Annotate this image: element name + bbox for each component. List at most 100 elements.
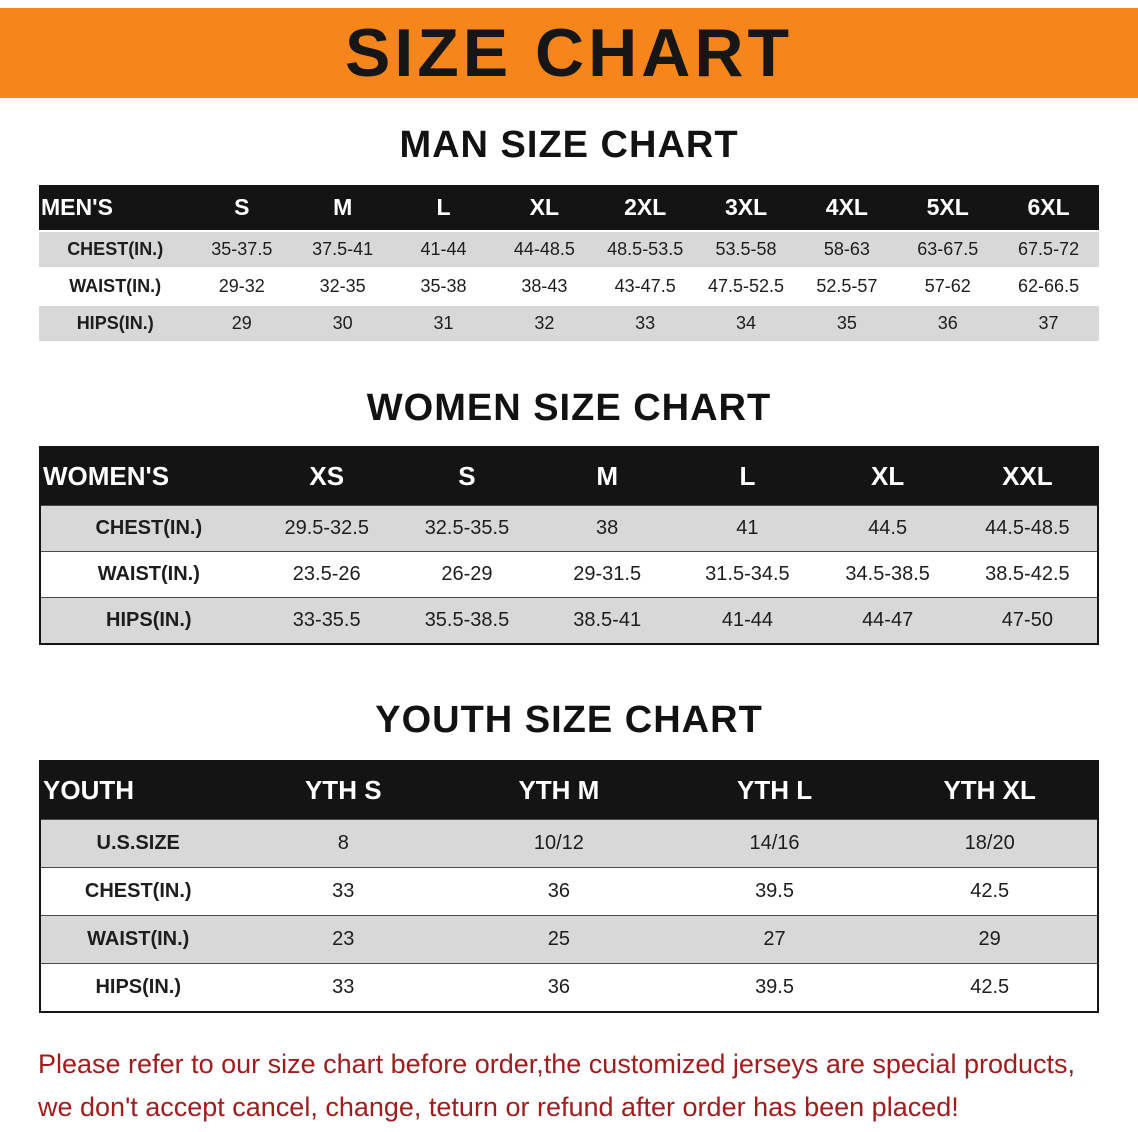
size-cell: 31 [393, 304, 494, 341]
table-row: HIPS(IN.) 29 30 31 32 33 34 35 36 37 [39, 304, 1099, 341]
size-cell: 33 [235, 867, 452, 916]
size-cell: 36 [451, 963, 667, 1012]
size-cell: 41-44 [677, 597, 818, 644]
size-column-header: XXL [957, 447, 1098, 506]
table-header-row: WOMEN'S XS S M L XL XXL [40, 447, 1098, 506]
size-column-header: YTH XL [882, 761, 1098, 820]
table-row: WAIST(IN.) 23 25 27 29 [40, 915, 1098, 964]
size-cell: 37.5-41 [292, 230, 394, 268]
size-cell: 29 [191, 304, 293, 341]
table-corner-label: YOUTH [40, 761, 236, 820]
size-cell: 39.5 [666, 867, 883, 916]
size-cell: 41 [677, 505, 818, 552]
size-cell: 29 [882, 915, 1098, 964]
size-cell: 47.5-52.5 [695, 267, 797, 305]
row-label: WAIST(IN.) [40, 915, 236, 964]
size-cell: 38-43 [493, 267, 595, 305]
table-row: U.S.SIZE 8 10/12 14/16 18/20 [40, 819, 1098, 868]
size-cell: 43-47.5 [594, 267, 696, 305]
row-label: CHEST(IN.) [39, 230, 192, 268]
row-label: HIPS(IN.) [40, 963, 236, 1012]
size-cell: 48.5-53.5 [594, 230, 696, 268]
size-cell: 44-47 [817, 597, 958, 644]
size-cell: 34 [695, 304, 797, 341]
size-column-header: L [393, 185, 494, 231]
size-cell: 27 [666, 915, 883, 964]
table-corner-label: WOMEN'S [40, 447, 257, 506]
size-column-header: XL [493, 185, 595, 231]
size-cell: 14/16 [666, 819, 883, 868]
size-column-header: 4XL [796, 185, 898, 231]
row-label: WAIST(IN.) [40, 551, 257, 598]
size-cell: 34.5-38.5 [817, 551, 958, 598]
size-cell: 44-48.5 [493, 230, 595, 268]
size-cell: 41-44 [393, 230, 494, 268]
table-header-row: MEN'S S M L XL 2XL 3XL 4XL 5XL 6XL [39, 185, 1099, 231]
table-row: WAIST(IN.) 29-32 32-35 35-38 38-43 43-47.5 47.… [39, 267, 1099, 305]
size-column-header: XL [817, 447, 958, 506]
page-title: SIZE CHART [345, 15, 793, 91]
size-cell: 29-31.5 [537, 551, 678, 598]
men-size-section: MAN SIZE CHART MEN'S S M L XL 2XL 3XL 4XL 5XL 6XL… [0, 124, 1138, 341]
size-column-header: YTH S [235, 761, 452, 820]
disclaimer-line-2: we don't accept cancel, change, teturn o… [38, 1092, 959, 1123]
size-cell: 35.5-38.5 [396, 597, 538, 644]
size-cell: 47-50 [957, 597, 1098, 644]
banner: SIZE CHART [0, 8, 1138, 98]
size-column-header: YTH M [451, 761, 667, 820]
size-cell: 52.5-57 [796, 267, 898, 305]
table-row: HIPS(IN.) 33 36 39.5 42.5 [40, 963, 1098, 1012]
size-column-header: 6XL [998, 185, 1099, 231]
size-cell: 36 [451, 867, 667, 916]
size-cell: 42.5 [882, 867, 1098, 916]
size-cell: 42.5 [882, 963, 1098, 1012]
size-cell: 33 [594, 304, 696, 341]
size-cell: 33-35.5 [256, 597, 397, 644]
size-cell: 44.5-48.5 [957, 505, 1098, 552]
size-cell: 39.5 [666, 963, 883, 1012]
size-column-header: M [292, 185, 394, 231]
men-section-title: MAN SIZE CHART [399, 124, 739, 166]
size-cell: 18/20 [882, 819, 1098, 868]
men-size-table: MEN'S S M L XL 2XL 3XL 4XL 5XL 6XL CHEST(IN.) 35-37… [39, 185, 1099, 341]
women-section-title: WOMEN SIZE CHART [366, 387, 772, 429]
disclaimer-line-1: Please refer to our size chart before or… [38, 1049, 1076, 1079]
size-cell: 33 [235, 963, 452, 1012]
size-column-header: S [396, 447, 538, 506]
size-cell: 38.5-42.5 [957, 551, 1098, 598]
row-label: HIPS(IN.) [39, 304, 192, 341]
youth-size-section: YOUTH SIZE CHART YOUTH YTH S YTH M YTH L YTH… [0, 699, 1138, 1013]
women-size-section: WOMEN SIZE CHART WOMEN'S XS S M L XL XXL CHEST(… [0, 387, 1138, 645]
table-row: CHEST(IN.) 35-37.5 37.5-41 41-44 44-48.5 48.5… [39, 230, 1099, 268]
size-cell: 26-29 [396, 551, 538, 598]
size-cell: 36 [897, 304, 999, 341]
disclaimer-note: Please refer to our size chart before or… [38, 1043, 1100, 1129]
size-cell: 63-67.5 [897, 230, 999, 268]
size-cell: 23 [235, 915, 452, 964]
size-cell: 35 [796, 304, 898, 341]
size-cell: 32-35 [292, 267, 394, 305]
size-cell: 53.5-58 [695, 230, 797, 268]
size-cell: 25 [451, 915, 667, 964]
row-label: CHEST(IN.) [40, 505, 257, 552]
row-label: HIPS(IN.) [40, 597, 257, 644]
size-cell: 30 [292, 304, 394, 341]
table-row: CHEST(IN.) 29.5-32.5 32.5-35.5 38 41 44.5 44.5… [40, 505, 1098, 552]
size-cell: 35-38 [393, 267, 494, 305]
size-cell: 37 [998, 304, 1099, 341]
size-column-header: 2XL [594, 185, 696, 231]
size-cell: 38.5-41 [537, 597, 678, 644]
size-cell: 62-66.5 [998, 267, 1099, 305]
row-label: CHEST(IN.) [40, 867, 236, 916]
size-cell: 44.5 [817, 505, 958, 552]
youth-section-title: YOUTH SIZE CHART [375, 699, 763, 741]
table-corner-label: MEN'S [39, 185, 192, 231]
youth-size-table: YOUTH YTH S YTH M YTH L YTH XL U.S.SIZE 8 10/12… [39, 760, 1099, 1013]
size-cell: 31.5-34.5 [677, 551, 818, 598]
size-cell: 29-32 [191, 267, 293, 305]
table-row: CHEST(IN.) 33 36 39.5 42.5 [40, 867, 1098, 916]
size-cell: 29.5-32.5 [256, 505, 397, 552]
size-cell: 23.5-26 [256, 551, 397, 598]
size-cell: 67.5-72 [998, 230, 1099, 268]
